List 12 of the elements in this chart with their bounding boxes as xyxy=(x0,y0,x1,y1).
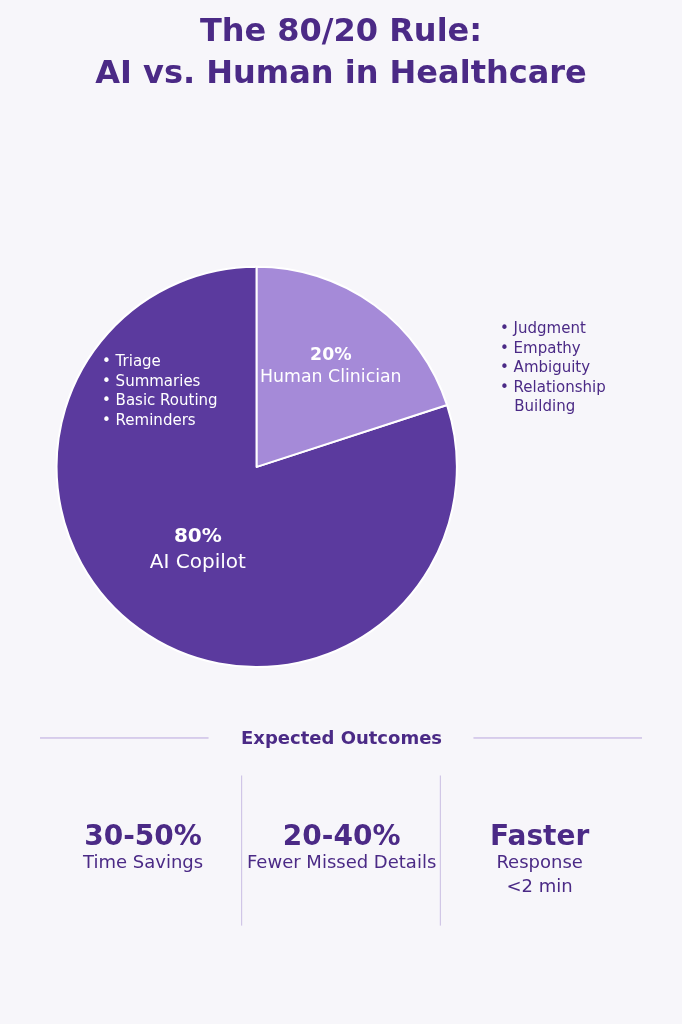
text: • Triage • Summaries • Basic Routing • Reminders xyxy=(102,352,218,429)
chart-title: The 80/20 Rule: AI vs. Human in Healthcare xyxy=(95,10,587,91)
slice-label: AI Copilot xyxy=(149,548,246,573)
slice-label: Human Clinician xyxy=(260,366,402,387)
data-label: 80% xyxy=(173,522,222,547)
text: 30-50% Time Savings xyxy=(82,819,204,873)
text: • Judgment • Empathy • Ambiguity • Relationship Building xyxy=(500,319,606,415)
text: Faster Response <2 min xyxy=(490,819,590,896)
data-label: 20% xyxy=(310,343,352,364)
pie-slice xyxy=(55,265,458,668)
text: 20-40% Fewer Missed Details xyxy=(247,819,437,873)
text: Expected Outcomes xyxy=(241,727,443,748)
